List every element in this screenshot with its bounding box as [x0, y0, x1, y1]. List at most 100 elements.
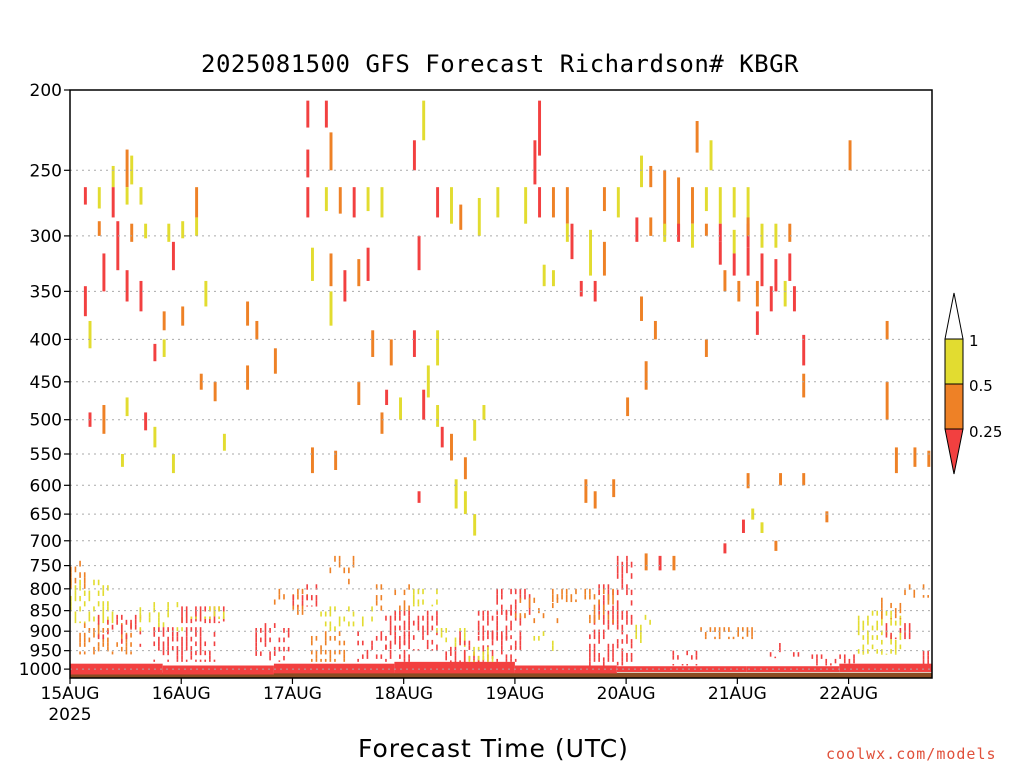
ri-cell — [751, 636, 753, 640]
ri-cell — [723, 270, 727, 292]
ri-cell — [616, 605, 619, 611]
ri-cell — [598, 589, 600, 596]
ri-cell — [857, 625, 860, 631]
ri-cell — [626, 652, 628, 658]
ri-cell — [394, 635, 397, 640]
ri-cell — [371, 616, 373, 622]
ri-cell — [171, 636, 174, 642]
ri-cell — [885, 653, 888, 655]
ri-cell — [746, 247, 750, 276]
ri-cell — [93, 627, 95, 633]
ri-cell — [551, 588, 554, 595]
ri-cell — [297, 609, 299, 615]
ri-cell — [802, 473, 806, 486]
ri-cell — [176, 636, 179, 642]
ri-cell — [310, 658, 313, 662]
ri-cell — [774, 656, 777, 659]
ri-cell — [519, 588, 522, 595]
ri-cell — [783, 280, 787, 307]
ri-cell — [640, 629, 642, 635]
ri-cell — [269, 651, 271, 656]
ri-cell — [176, 627, 179, 632]
ri-cell — [83, 632, 86, 638]
ri-cell — [691, 187, 694, 224]
ri-cell — [181, 659, 183, 662]
ri-cell — [602, 619, 605, 625]
ri-cell — [334, 450, 338, 470]
ri-cell — [876, 610, 879, 616]
ri-cell — [93, 651, 95, 655]
ri-cell — [658, 555, 662, 571]
ri-cell — [348, 621, 350, 627]
ri-cell — [598, 652, 600, 658]
ri-cell — [862, 635, 865, 640]
ri-cell — [468, 660, 471, 662]
ri-cell — [477, 655, 480, 661]
ri-cell — [890, 618, 892, 620]
ri-cell — [417, 625, 420, 631]
ri-cell — [315, 595, 318, 601]
ri-cell — [394, 589, 397, 596]
ri-cell — [602, 595, 605, 601]
ri-cell — [482, 651, 485, 656]
ri-cell — [399, 635, 401, 641]
ri-cell — [297, 594, 299, 600]
ri-cell — [422, 615, 424, 621]
ri-cell — [482, 615, 485, 621]
ri-cell — [848, 663, 851, 666]
ri-cell — [116, 614, 118, 620]
ri-cell — [371, 645, 373, 650]
y-tick-label: 400 — [30, 330, 62, 350]
ri-cell — [426, 615, 429, 621]
ri-cell — [524, 613, 526, 619]
ri-cell — [97, 646, 100, 652]
ri-cell — [102, 601, 105, 607]
ri-cell — [181, 606, 183, 612]
ri-cell — [621, 624, 624, 630]
ri-cell — [718, 223, 722, 242]
ri-cell — [894, 637, 897, 640]
ri-cell — [626, 610, 628, 615]
ri-cell — [482, 655, 485, 661]
ri-cell — [751, 632, 753, 637]
ri-cell — [218, 621, 220, 624]
ri-cell — [890, 602, 892, 609]
ri-cell — [593, 652, 596, 658]
ri-cell — [385, 644, 387, 650]
ri-cell — [616, 567, 619, 574]
ri-cell — [343, 654, 346, 659]
ri-cell — [602, 661, 605, 666]
surface-cell — [70, 663, 163, 675]
ri-cell — [255, 637, 258, 643]
ri-cell — [408, 615, 410, 621]
ri-cell — [496, 187, 500, 218]
ri-cell — [561, 588, 563, 595]
ri-cell — [482, 635, 485, 640]
ri-cell — [352, 611, 355, 617]
ri-cell — [329, 611, 332, 617]
ri-cell — [70, 606, 72, 612]
ri-cell — [621, 652, 624, 658]
ri-cell — [70, 595, 72, 602]
legend-swatch-below-0.25 — [944, 428, 964, 475]
ri-cell — [70, 566, 72, 573]
ri-cell — [408, 610, 410, 616]
ri-cell — [593, 614, 596, 620]
ri-cell — [607, 610, 610, 615]
ri-cell — [139, 280, 143, 312]
ri-cell — [185, 616, 188, 622]
ri-cell — [899, 627, 902, 633]
ri-cell — [408, 635, 410, 640]
ri-cell — [894, 620, 897, 626]
ri-cell — [885, 627, 888, 633]
ri-cell — [792, 286, 796, 312]
ri-cell — [528, 602, 531, 609]
ri-cell — [102, 621, 105, 624]
ri-cell — [871, 610, 874, 616]
ri-cell — [83, 286, 87, 317]
ri-cell — [663, 223, 667, 242]
ri-cell — [412, 620, 415, 626]
ri-cell — [593, 619, 596, 624]
ri-cell — [111, 624, 114, 630]
ri-cell — [691, 655, 693, 660]
